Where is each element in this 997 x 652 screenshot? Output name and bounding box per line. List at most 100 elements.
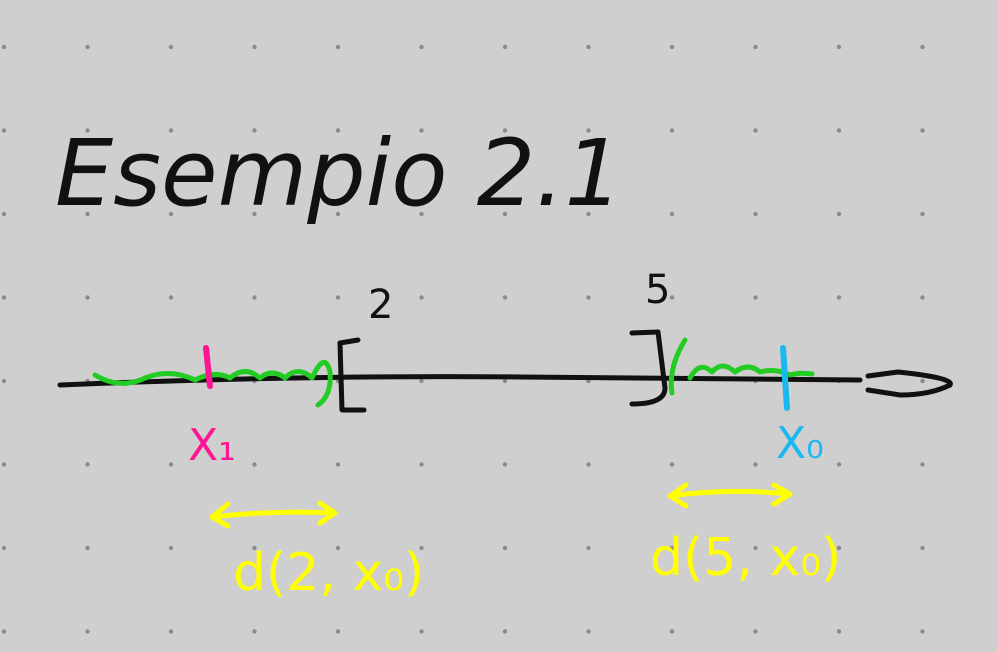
- grid-dot: [419, 462, 424, 467]
- grid-dot: [335, 462, 341, 467]
- grid-dot: [502, 629, 508, 634]
- x0-tick: [780, 345, 790, 411]
- x1-label: X₁: [188, 420, 236, 471]
- grid-dot: [252, 629, 257, 634]
- grid-dot: [168, 44, 174, 50]
- grid-dot: [502, 211, 508, 217]
- grid-dot: [836, 128, 842, 133]
- distance-label-left: d(2, x₀): [233, 543, 424, 603]
- grid-dot: [586, 128, 591, 133]
- title: Esempio 2.1: [55, 120, 623, 227]
- grid-dot: [669, 629, 675, 634]
- grid-dot: [836, 629, 842, 634]
- grid-dot: [586, 295, 591, 300]
- grid-dot: [920, 128, 925, 133]
- grid-dot: [753, 545, 758, 551]
- distance-label-right: d(5, x₀): [650, 528, 841, 588]
- grid-dot: [1, 629, 7, 634]
- grid-dot: [168, 128, 174, 133]
- grid-dot: [335, 629, 341, 634]
- grid-dot: [419, 295, 424, 300]
- grid-dot: [836, 462, 842, 467]
- grid-dot: [502, 378, 508, 384]
- grid-dot: [85, 128, 90, 133]
- grid-dot: [1, 128, 7, 133]
- grid-dot: [419, 629, 424, 634]
- grid-dot: [753, 44, 758, 50]
- grid-dot: [753, 295, 758, 300]
- grid-dot: [502, 44, 508, 50]
- grid-dot: [335, 44, 341, 50]
- grid-dot: [669, 211, 675, 217]
- grid-dot: [920, 462, 925, 467]
- grid-dot: [586, 44, 591, 50]
- grid-dot: [252, 295, 257, 300]
- grid-dot: [85, 462, 90, 467]
- grid-dot: [419, 44, 424, 50]
- grid-dot: [920, 545, 925, 551]
- grid-dot: [836, 295, 842, 300]
- grid-dot: [252, 44, 257, 50]
- grid-dot: [836, 211, 842, 217]
- grid-dot: [920, 295, 925, 300]
- grid-dot: [669, 44, 675, 50]
- x0-label: X₀: [776, 418, 824, 469]
- grid-dot: [920, 44, 925, 50]
- distance-arrow-right: [667, 482, 793, 509]
- bracket-right: [629, 329, 668, 407]
- grid-dot: [836, 545, 842, 551]
- grid-dot: [502, 128, 508, 133]
- grid-dot: [1, 462, 7, 467]
- endpoint-5: 5: [645, 267, 670, 313]
- grid-dot: [1, 211, 7, 217]
- grid-dot: [502, 295, 508, 300]
- grid-dot: [252, 545, 257, 551]
- right-neighborhood: [668, 337, 815, 396]
- grid-dot: [252, 211, 257, 217]
- bracket-left: [337, 337, 367, 413]
- grid-dot: [419, 128, 424, 133]
- grid-dot: [168, 211, 174, 217]
- grid-dot: [1, 295, 7, 300]
- grid-dot: [168, 295, 174, 300]
- grid-dot: [1, 545, 7, 551]
- grid-dot: [753, 211, 758, 217]
- grid-dot: [1, 44, 7, 50]
- grid-dot: [920, 378, 925, 384]
- grid-dot: [168, 629, 174, 634]
- grid-dot: [168, 545, 174, 551]
- endpoint-2: 2: [368, 282, 393, 328]
- grid-dot: [85, 295, 90, 300]
- grid-dot: [669, 128, 675, 133]
- grid-dot: [586, 211, 591, 217]
- grid-dot: [419, 545, 424, 551]
- grid-dot: [586, 629, 591, 634]
- grid-dot: [502, 462, 508, 467]
- grid-dot: [753, 128, 758, 133]
- grid-dot: [1, 378, 7, 384]
- distance-arrow-left: [209, 500, 338, 529]
- number-line: [57, 369, 953, 398]
- grid-dot: [85, 211, 90, 217]
- grid-dot: [753, 462, 758, 467]
- grid-dot: [335, 545, 341, 551]
- grid-dot: [419, 211, 424, 217]
- grid-dot: [419, 378, 424, 384]
- grid-dot: [586, 462, 591, 467]
- grid-dot: [836, 44, 842, 50]
- grid-dot: [920, 629, 925, 634]
- grid-dot: [85, 545, 90, 551]
- grid-dot: [335, 128, 341, 133]
- grid-dot: [252, 128, 257, 133]
- grid-dot: [586, 545, 591, 551]
- grid-dot: [85, 629, 90, 634]
- grid-dot: [168, 462, 174, 467]
- grid-dot: [669, 545, 675, 551]
- grid-dot: [335, 211, 341, 217]
- grid-dot: [920, 211, 925, 217]
- grid-dot: [252, 462, 257, 467]
- grid-dot: [502, 545, 508, 551]
- grid-dot: [669, 295, 675, 300]
